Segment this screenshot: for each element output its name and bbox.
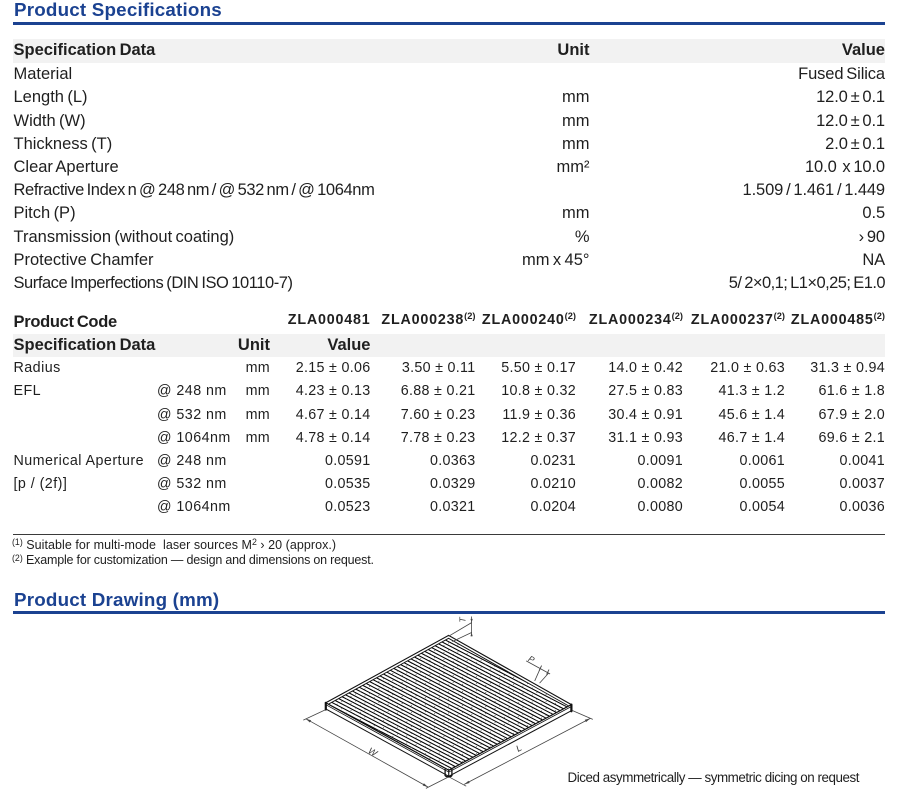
svg-text:W: W xyxy=(367,746,381,760)
svg-text:L: L xyxy=(514,743,523,754)
svg-text:T: T xyxy=(458,617,468,623)
svg-text:P: P xyxy=(527,653,537,665)
